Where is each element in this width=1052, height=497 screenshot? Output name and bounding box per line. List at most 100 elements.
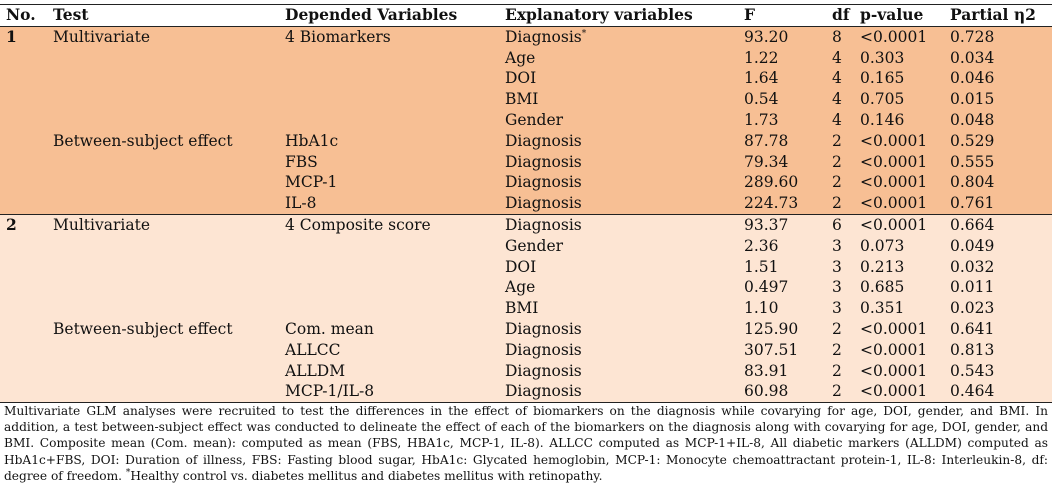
no-cell: [0, 89, 47, 110]
explanatory-variable-label: Diagnosis: [505, 27, 582, 46]
df-cell: 2: [826, 193, 854, 215]
f-cell: 1.22: [738, 47, 826, 69]
no-cell: [0, 318, 47, 340]
test-cell: [47, 339, 279, 361]
p-value-cell: 0.146: [854, 109, 944, 131]
explanatory-variable-cell: Diagnosis: [499, 339, 738, 361]
table-row: MCP-1/IL-8 Diagnosis 60.98 2 <0.0001 0.464: [0, 381, 1052, 404]
no-cell: [0, 235, 47, 257]
no-cell: [0, 151, 47, 173]
explanatory-variable-label: Gender: [505, 236, 564, 255]
table-group-2: 2 Multivariate 4 Composite score Diagnosis 9…: [0, 214, 1052, 404]
explanatory-variable-label: Diagnosis: [505, 131, 582, 150]
explanatory-variable-label: Diagnosis: [505, 215, 582, 234]
col-df-header: df: [826, 4, 854, 27]
p-value-cell: <0.0001: [854, 318, 944, 340]
partial-eta2-cell: 0.049: [944, 235, 1052, 257]
depended-variable-cell: IL-8: [279, 193, 499, 215]
col-test-header: Test: [47, 4, 279, 27]
explanatory-variable-label: Diagnosis: [505, 319, 582, 338]
no-cell: [0, 109, 47, 131]
footnote-tail: Healthy control vs. diabetes mellitus an…: [130, 468, 603, 483]
df-cell: 4: [826, 89, 854, 110]
f-cell: 93.20: [738, 26, 826, 48]
table-group-1: 1 Multivariate 4 Biomarkers Diagnosis* 93.20…: [0, 26, 1052, 215]
test-cell: [47, 235, 279, 257]
test-cell: [47, 68, 279, 90]
explanatory-variable-cell: Diagnosis: [499, 172, 738, 194]
f-cell: 224.73: [738, 193, 826, 215]
p-value-cell: 0.685: [854, 277, 944, 299]
f-cell: 0.497: [738, 277, 826, 299]
p-value-cell: <0.0001: [854, 193, 944, 215]
explanatory-variable-cell: Diagnosis: [499, 381, 738, 404]
depended-variable-cell: ALLCC: [279, 339, 499, 361]
f-cell: 1.64: [738, 68, 826, 90]
table-row: FBS Diagnosis 79.34 2 <0.0001 0.555: [0, 151, 1052, 173]
f-cell: 60.98: [738, 381, 826, 404]
explanatory-variable-cell: DOI: [499, 68, 738, 90]
partial-eta2-cell: 0.804: [944, 172, 1052, 194]
df-cell: 2: [826, 381, 854, 404]
depended-variable-cell: [279, 47, 499, 69]
explanatory-variable-label: Gender: [505, 110, 564, 129]
df-cell: 2: [826, 318, 854, 340]
df-cell: 4: [826, 47, 854, 69]
footnote-marker: *: [581, 28, 587, 39]
f-cell: 307.51: [738, 339, 826, 361]
test-cell: [47, 89, 279, 110]
no-cell: [0, 172, 47, 194]
no-cell: [0, 256, 47, 278]
explanatory-variable-cell: Age: [499, 47, 738, 69]
f-cell: 289.60: [738, 172, 826, 194]
table-row: Between-subject effect Com. mean Diagnosis…: [0, 318, 1052, 340]
table-row: DOI 1.51 3 0.213 0.032: [0, 256, 1052, 278]
test-cell: [47, 256, 279, 278]
explanatory-variable-cell: Diagnosis: [499, 193, 738, 215]
test-cell: Between-subject effect: [47, 318, 279, 340]
test-cell: [47, 360, 279, 382]
test-cell: Between-subject effect: [47, 130, 279, 152]
depended-variable-cell: ALLDM: [279, 360, 499, 382]
explanatory-variable-label: DOI: [505, 257, 537, 276]
df-cell: 8: [826, 26, 854, 48]
test-cell: [47, 381, 279, 404]
depended-variable-cell: MCP-1: [279, 172, 499, 194]
partial-eta2-cell: 0.555: [944, 151, 1052, 173]
no-cell: 2: [0, 214, 47, 236]
explanatory-variable-label: Diagnosis: [505, 361, 582, 380]
col-p-value-header: p-value: [854, 4, 944, 27]
depended-variable-cell: [279, 256, 499, 278]
df-cell: 2: [826, 360, 854, 382]
explanatory-variable-cell: BMI: [499, 298, 738, 319]
table-row: Age 0.497 3 0.685 0.011: [0, 277, 1052, 299]
results-table: No. Test Depended Variables Explanatory var…: [0, 4, 1052, 404]
partial-eta2-cell: 0.032: [944, 256, 1052, 278]
col-depended-variables-header: Depended Variables: [279, 4, 499, 27]
partial-eta2-cell: 0.034: [944, 47, 1052, 69]
no-cell: [0, 47, 47, 69]
table-row: Gender 2.36 3 0.073 0.049: [0, 235, 1052, 257]
f-cell: 0.54: [738, 89, 826, 110]
partial-eta2-cell: 0.464: [944, 381, 1052, 404]
p-value-cell: 0.213: [854, 256, 944, 278]
df-cell: 3: [826, 235, 854, 257]
table-row: Age 1.22 4 0.303 0.034: [0, 47, 1052, 69]
p-value-cell: <0.0001: [854, 26, 944, 48]
partial-eta2-cell: 0.761: [944, 193, 1052, 215]
p-value-cell: 0.073: [854, 235, 944, 257]
no-cell: [0, 277, 47, 299]
table-row: Between-subject effect HbA1c Diagnosis 87.7…: [0, 130, 1052, 152]
depended-variable-cell: Com. mean: [279, 318, 499, 340]
p-value-cell: <0.0001: [854, 151, 944, 173]
explanatory-variable-cell: Diagnosis: [499, 214, 738, 236]
col-partial-eta2-header: Partial η2: [944, 4, 1052, 27]
table-row: BMI 1.10 3 0.351 0.023: [0, 298, 1052, 319]
explanatory-variable-label: Age: [505, 48, 536, 67]
depended-variable-cell: MCP-1/IL-8: [279, 381, 499, 404]
table-row: ALLCC Diagnosis 307.51 2 <0.0001 0.813: [0, 339, 1052, 361]
footnote-main: Multivariate GLM analyses were recruited…: [4, 404, 1048, 483]
explanatory-variable-cell: Age: [499, 277, 738, 299]
f-cell: 83.91: [738, 360, 826, 382]
